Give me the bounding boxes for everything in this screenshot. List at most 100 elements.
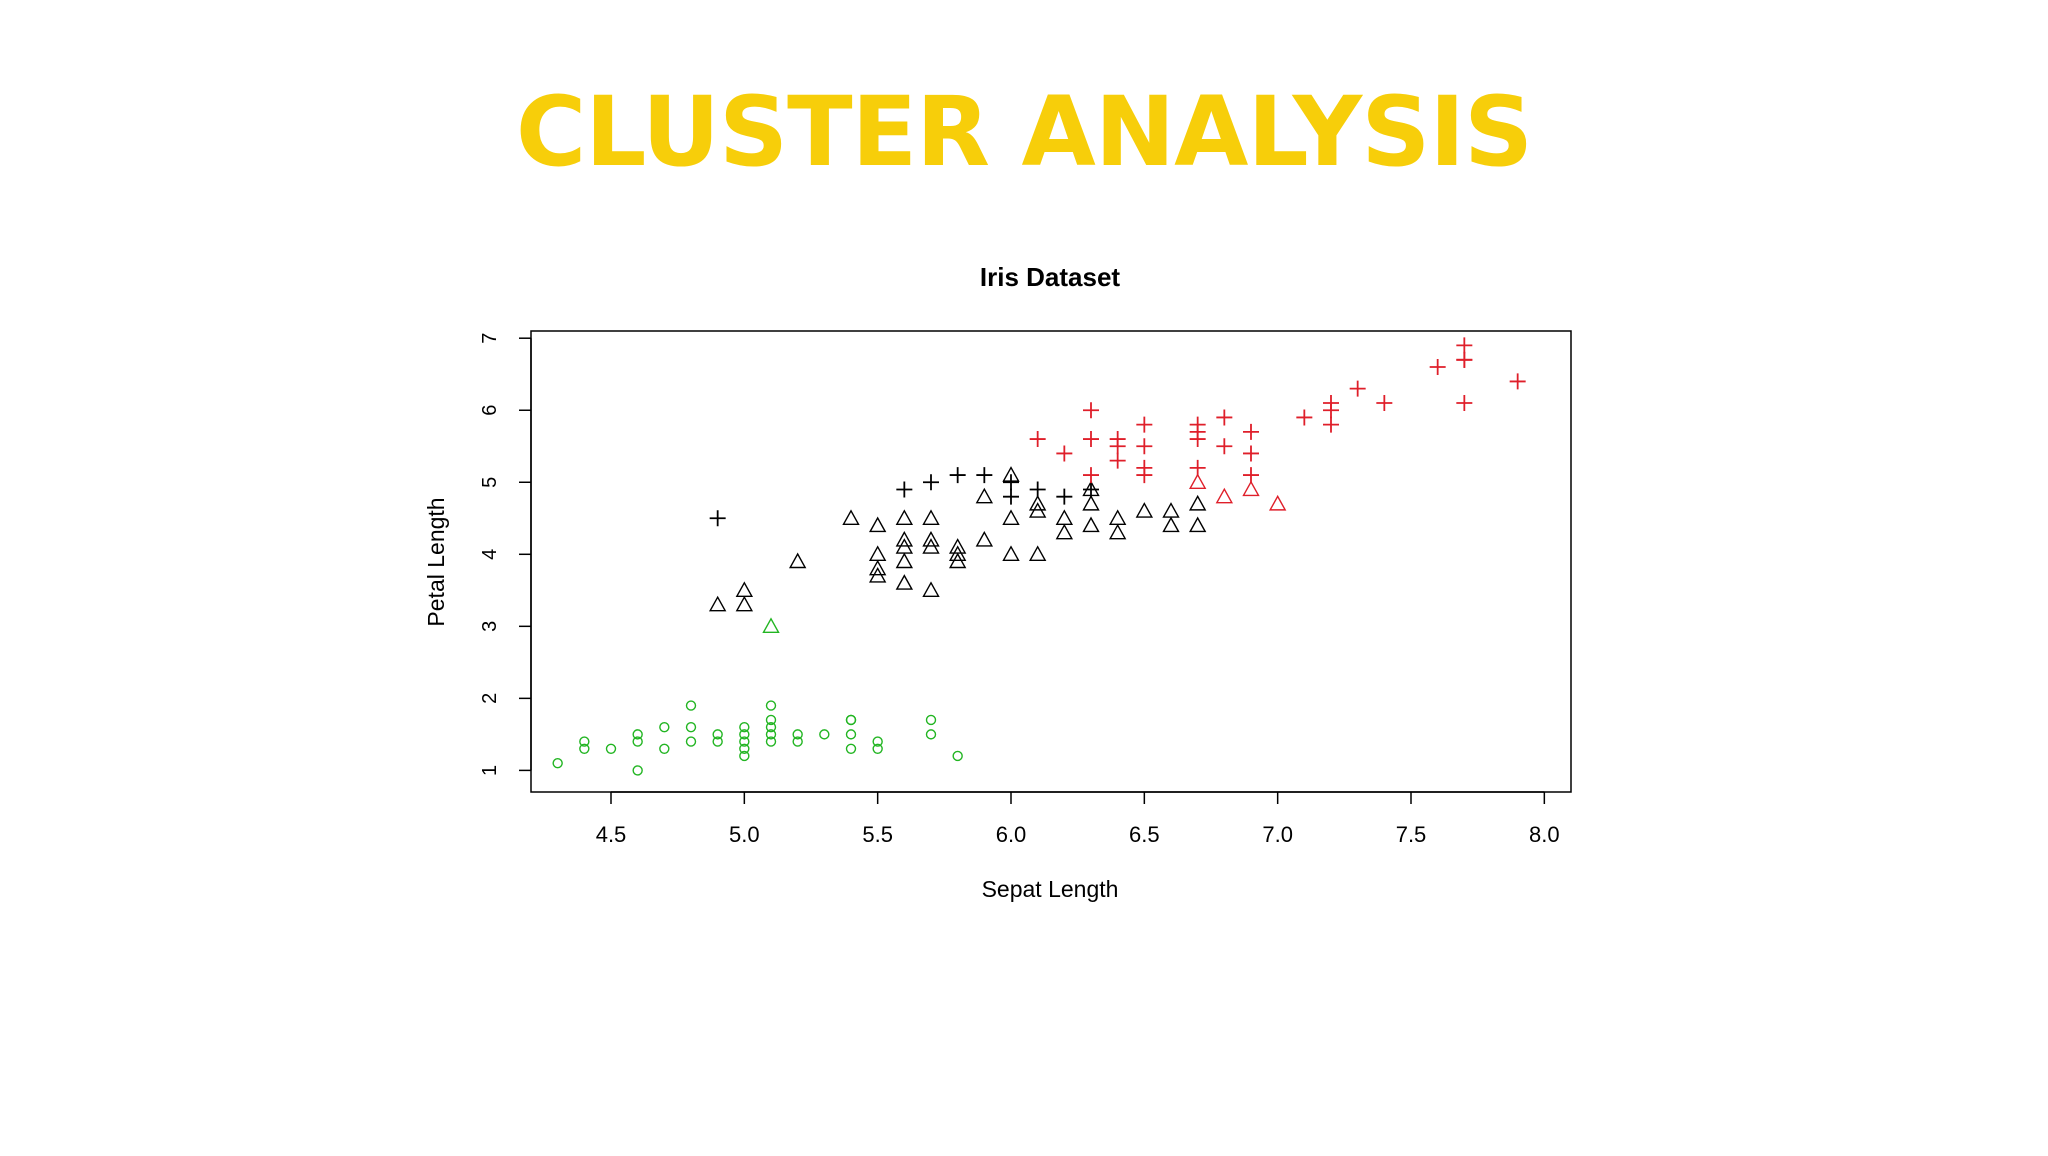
data-point-red-plus <box>1056 445 1073 462</box>
data-point-green-circle <box>765 736 777 747</box>
data-point-black-triangle <box>1028 494 1047 511</box>
data-point-green-circle <box>792 736 803 747</box>
data-point-red-plus <box>1216 409 1233 426</box>
data-point-green-circle <box>739 721 750 733</box>
data-point-green-circle <box>685 721 697 733</box>
data-point-black-triangle <box>948 538 967 554</box>
data-point-green-circle <box>925 714 937 726</box>
data-point-green-circle <box>845 743 857 754</box>
data-point-black-triangle <box>1135 502 1154 518</box>
y-tick-label: 4 <box>479 549 501 560</box>
data-points <box>552 337 1526 776</box>
data-point-green-circle <box>925 729 937 740</box>
data-point-black-plus <box>1029 481 1046 498</box>
data-point-black-triangle <box>1188 494 1207 511</box>
data-point-red-plus <box>1509 373 1526 390</box>
data-point-red-plus <box>1456 395 1473 412</box>
data-point-black-triangle <box>975 487 994 504</box>
x-tick-label: 5.0 <box>729 822 760 847</box>
data-point-black-triangle <box>1082 494 1100 511</box>
data-point-green-circle <box>579 736 590 747</box>
data-point-green-circle <box>579 743 590 754</box>
data-point-black-triangle <box>868 545 887 561</box>
data-point-red-plus <box>1323 416 1339 433</box>
data-point-green-circle <box>712 736 723 747</box>
data-point-black-triangle <box>895 530 914 547</box>
data-point-red-plus <box>1083 467 1099 484</box>
data-point-black-triangle <box>735 595 754 612</box>
data-point-black-plus <box>976 467 993 484</box>
data-point-black-plus <box>1056 488 1073 505</box>
data-point-red-plus <box>1083 431 1099 448</box>
data-point-green-circle <box>952 750 963 762</box>
data-point-black-plus <box>949 467 966 484</box>
data-point-red-plus <box>1376 395 1393 412</box>
data-point-black-triangle <box>708 595 727 612</box>
x-axis: 4.5 5.0 5.5 6.0 6.5 7.0 7.5 8.0 <box>596 791 1560 847</box>
data-point-black-triangle <box>922 509 940 525</box>
data-point-green-circle <box>659 743 670 754</box>
data-point-red-plus <box>1136 416 1153 433</box>
data-point-green-circle <box>845 729 857 740</box>
data-point-green-circle <box>739 736 750 747</box>
data-point-black-triangle <box>1002 509 1020 525</box>
data-point-black-triangle <box>1002 545 1020 561</box>
data-point-black-triangle <box>868 516 887 533</box>
data-point-black-triangle <box>1108 509 1127 525</box>
data-point-green-circle <box>632 736 643 747</box>
page-headline: CLUSTER ANALYSIS <box>515 76 1533 188</box>
data-point-green-circle <box>712 729 723 740</box>
data-point-green-circle <box>765 721 777 733</box>
data-point-black-triangle <box>788 552 807 569</box>
data-point-black-plus <box>1003 488 1019 505</box>
data-point-black-plus <box>923 474 939 491</box>
data-point-green-circle <box>739 750 750 762</box>
data-point-black-triangle <box>895 574 914 590</box>
data-point-green-circle <box>685 736 697 747</box>
data-point-green-circle <box>659 721 670 733</box>
data-point-black-triangle <box>735 581 754 598</box>
data-point-black-triangle <box>1082 516 1100 533</box>
data-point-red-plus <box>1136 438 1153 455</box>
data-point-black-triangle <box>1055 523 1074 540</box>
y-tick-label: 7 <box>479 333 501 344</box>
x-tick-label: 7.5 <box>1396 822 1427 847</box>
y-tick-label: 6 <box>479 405 501 416</box>
data-point-red-plus <box>1083 402 1099 419</box>
x-tick-label: 6.5 <box>1129 822 1160 847</box>
data-point-green-circle <box>872 736 883 747</box>
data-point-red-triangle <box>1268 494 1287 511</box>
x-tick-label: 6.0 <box>996 822 1027 847</box>
data-point-black-plus <box>896 481 913 498</box>
data-point-black-plus <box>1003 474 1019 491</box>
y-axis-label: Petal Length <box>423 497 449 626</box>
y-tick-label: 2 <box>479 693 501 704</box>
data-point-black-triangle <box>1162 502 1180 518</box>
data-point-black-triangle <box>1028 545 1047 561</box>
data-point-red-plus <box>1216 438 1233 455</box>
data-point-black-plus <box>709 510 726 527</box>
data-point-black-plus <box>1083 481 1099 498</box>
data-point-red-plus <box>1243 445 1259 462</box>
data-point-green-circle <box>739 743 750 754</box>
plot-frame <box>530 330 1572 793</box>
data-point-green-triangle <box>762 617 780 634</box>
y-tick-label: 1 <box>479 765 501 776</box>
data-point-red-plus <box>1349 380 1366 397</box>
x-axis-label: Sepat Length <box>982 876 1119 902</box>
data-point-red-plus <box>1189 459 1206 476</box>
data-point-black-triangle <box>1162 516 1180 533</box>
data-point-red-plus <box>1109 452 1126 469</box>
x-tick-label: 5.5 <box>862 822 893 847</box>
data-point-green-circle <box>552 757 563 769</box>
y-axis: 1 2 3 4 5 6 7 <box>479 333 532 776</box>
data-point-black-triangle <box>1055 509 1074 525</box>
data-point-red-plus <box>1323 395 1339 412</box>
chart-title: Iris Dataset <box>980 262 1121 292</box>
y-tick-label: 5 <box>479 477 501 488</box>
data-point-red-plus <box>1029 431 1046 448</box>
data-point-red-plus <box>1189 416 1206 433</box>
data-point-black-triangle <box>1188 516 1207 533</box>
